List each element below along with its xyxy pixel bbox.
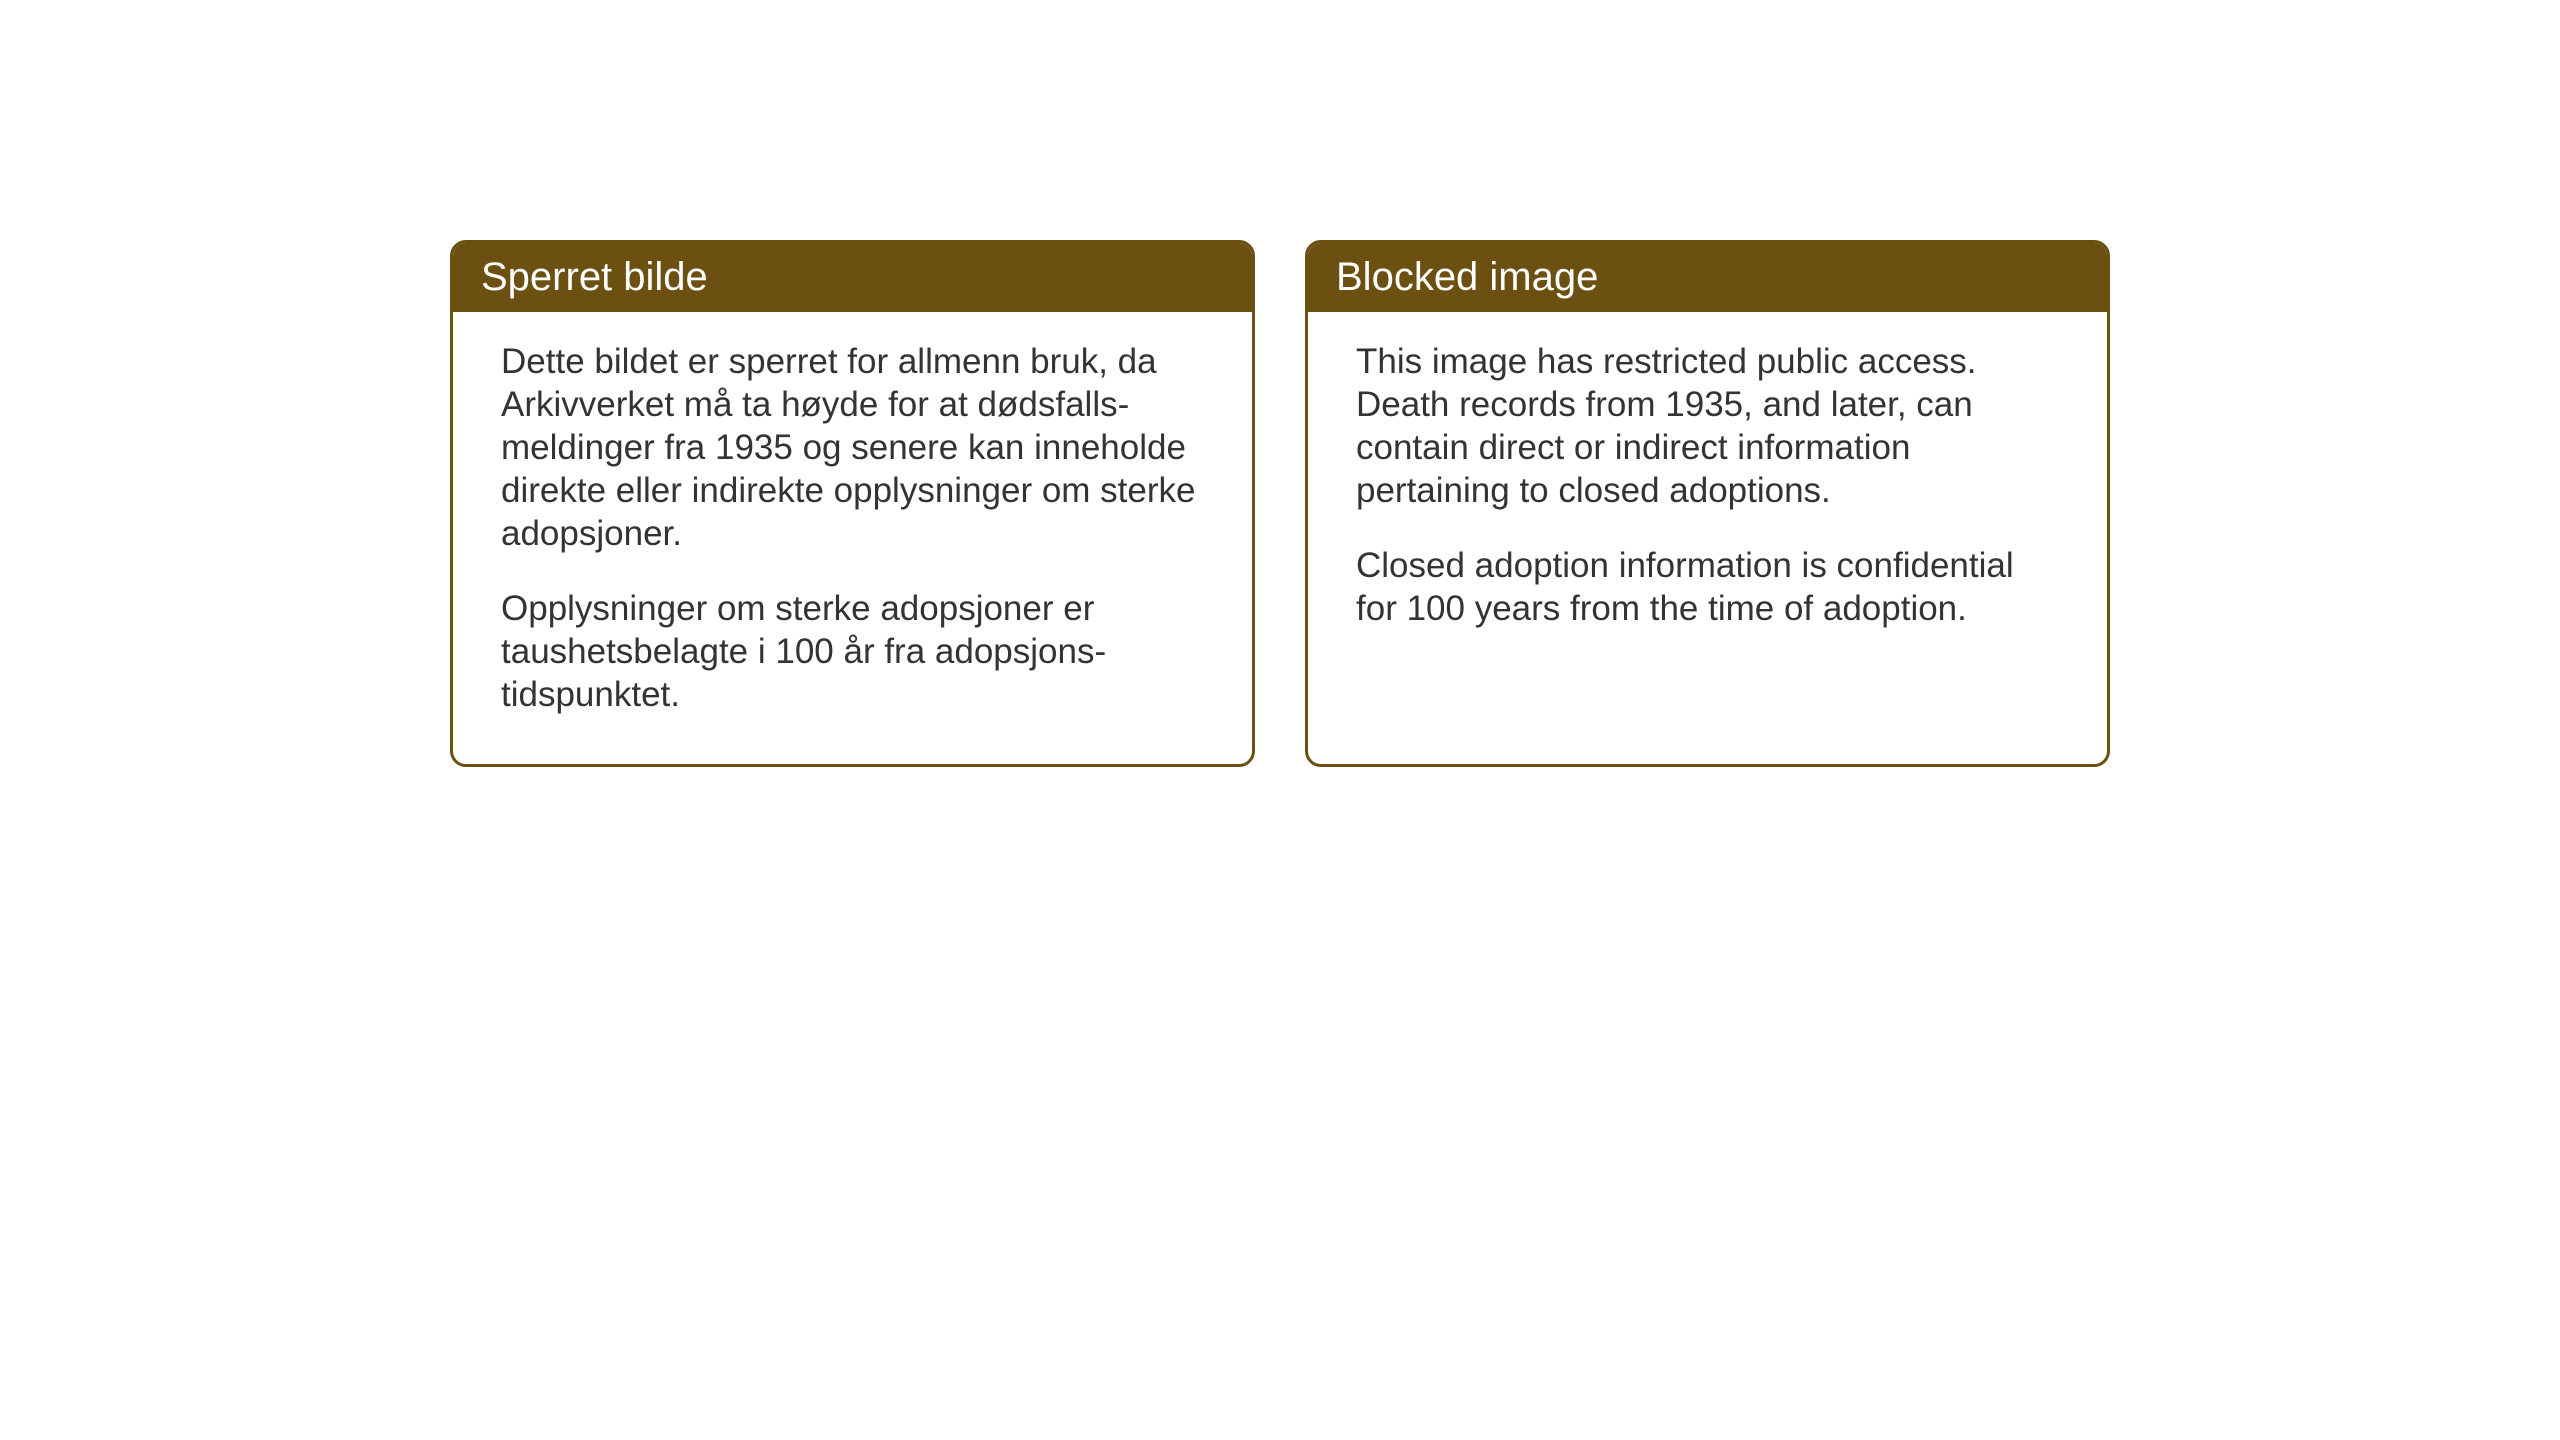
english-paragraph-1: This image has restricted public access.… xyxy=(1356,340,2059,512)
norwegian-paragraph-2: Opplysninger om sterke adopsjoner er tau… xyxy=(501,587,1204,716)
norwegian-card-title: Sperret bilde xyxy=(453,243,1252,312)
english-card-title: Blocked image xyxy=(1308,243,2107,312)
english-notice-card: Blocked image This image has restricted … xyxy=(1305,240,2110,767)
norwegian-card-body: Dette bildet er sperret for allmenn bruk… xyxy=(453,312,1252,764)
norwegian-paragraph-1: Dette bildet er sperret for allmenn bruk… xyxy=(501,340,1204,555)
english-card-body: This image has restricted public access.… xyxy=(1308,312,2107,678)
norwegian-notice-card: Sperret bilde Dette bildet er sperret fo… xyxy=(450,240,1255,767)
english-paragraph-2: Closed adoption information is confident… xyxy=(1356,544,2059,630)
notice-cards-container: Sperret bilde Dette bildet er sperret fo… xyxy=(450,240,2110,767)
